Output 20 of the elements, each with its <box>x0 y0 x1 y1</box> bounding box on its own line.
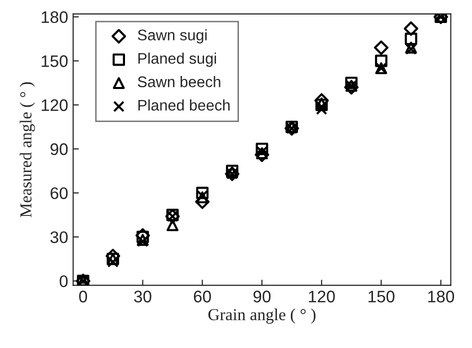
y-tick-label: 90 <box>50 143 68 156</box>
legend-label: Sawn sugi <box>138 29 207 44</box>
y-tick-label: 60 <box>50 187 68 200</box>
legend-label: Sawn beech <box>138 76 220 88</box>
legend-label: Planed beech <box>138 99 230 111</box>
y-axis-title: Measured angle ( ° ) <box>20 82 35 218</box>
x-tick-label: 120 <box>308 290 335 302</box>
x-tick-label: 30 <box>134 290 152 302</box>
x-tick-label: 0 <box>79 290 88 302</box>
legend-label: Planed sugi <box>138 52 216 67</box>
y-tick-label: 120 <box>42 99 68 112</box>
x-tick-label: 90 <box>253 290 271 302</box>
y-tick-label: 150 <box>42 55 68 68</box>
x-tick-label: 60 <box>194 290 211 302</box>
y-tick-label: 30 <box>50 231 68 244</box>
x-tick-label: 180 <box>428 290 454 302</box>
x-axis-title: Grain angle ( ° ) <box>208 308 316 324</box>
y-tick-label: 0 <box>60 275 68 288</box>
y-tick-label: 180 <box>42 11 68 24</box>
x-tick-label: 150 <box>368 290 394 302</box>
